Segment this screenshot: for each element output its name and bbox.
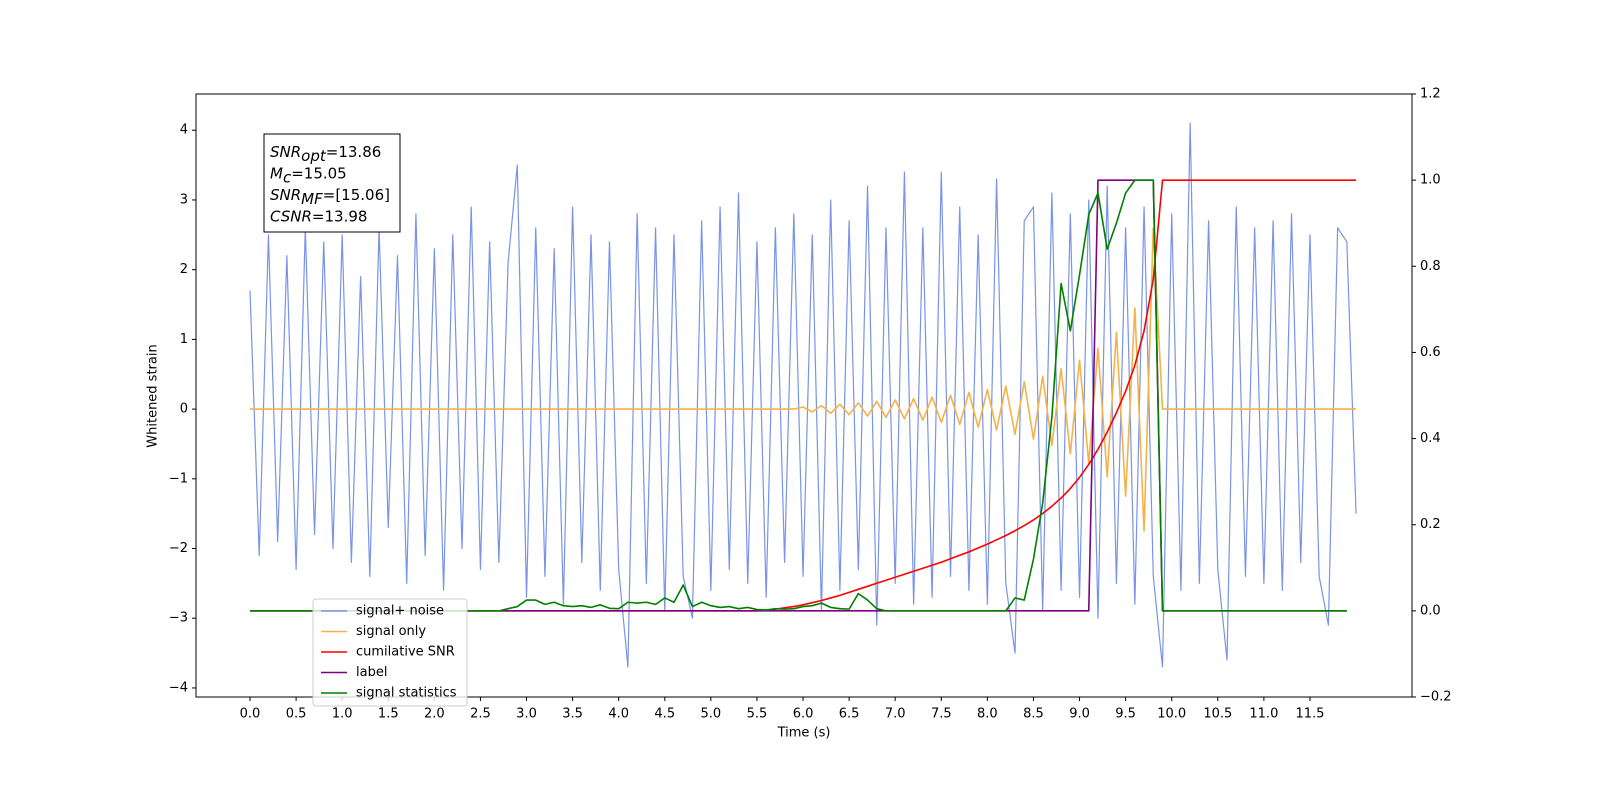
y2-tick-label: 1.2: [1420, 87, 1441, 102]
y2-tick-label: 0.2: [1420, 517, 1441, 532]
legend-label: signal statistics: [356, 686, 457, 701]
annotation-name: SNR: [270, 186, 301, 204]
y-tick-label: 4: [180, 123, 188, 138]
annotation-name: M: [270, 164, 283, 182]
x-tick-label: 3.5: [562, 707, 583, 722]
annotation-line: CSNR=13.98: [270, 207, 367, 225]
x-tick-label: 11.0: [1249, 707, 1278, 722]
legend-label: signal only: [356, 624, 426, 639]
x-tick-label: 9.0: [1069, 707, 1090, 722]
x-tick-label: 4.5: [654, 707, 675, 722]
y-axis-label: Whitened strain: [146, 344, 161, 447]
x-tick-label: 10.0: [1157, 707, 1186, 722]
y-tick-label: 2: [180, 262, 188, 277]
y2-tick-label: −0.2: [1420, 690, 1452, 705]
annotation-sub: MF: [301, 190, 323, 208]
legend-label: cumilative SNR: [356, 645, 455, 660]
x-axis-label: Time (s): [777, 726, 831, 741]
legend-label: label: [356, 665, 387, 680]
annotation-sub: opt: [301, 147, 327, 165]
annotation-text: =13.98: [312, 207, 368, 225]
y2-tick-label: 0.4: [1420, 431, 1441, 446]
series-line: [250, 227, 1357, 532]
y-tick-label: 0: [180, 402, 188, 417]
annotation-frame: [263, 133, 401, 233]
legend: signal+ noise signal only cumilative SNR la…: [312, 598, 468, 707]
y-tick-label: 1: [180, 332, 188, 347]
annotation-text: =13.86: [326, 143, 382, 161]
x-tick-label: 2.0: [424, 707, 445, 722]
x-tick-label: 10.5: [1203, 707, 1232, 722]
annotation-name: SNR: [270, 143, 301, 161]
x-tick-label: 11.5: [1295, 707, 1324, 722]
annotation-box: SNRopt=13.86Mc=15.05SNRMF=[15.06]CSNR=13…: [263, 133, 401, 233]
plot-frame: [195, 93, 1413, 698]
x-tick-label: 9.5: [1115, 707, 1136, 722]
series-line: [249, 122, 1357, 668]
x-tick-label: 7.5: [931, 707, 952, 722]
x-tick-label: 2.5: [470, 707, 491, 722]
legend-label: signal+ noise: [356, 604, 444, 619]
x-tick-label: 1.5: [378, 707, 399, 722]
x-tick-label: 5.5: [747, 707, 768, 722]
y2-tick-label: 1.0: [1420, 173, 1441, 188]
y2-tick-label: 0.8: [1420, 259, 1441, 274]
annotation-name: CSNR: [270, 207, 312, 225]
x-tick-label: 0.5: [286, 707, 307, 722]
y2-tick-label: 0.0: [1420, 603, 1441, 618]
x-tick-label: 8.5: [1023, 707, 1044, 722]
y-tick-label: 3: [180, 192, 188, 207]
x-tick-label: 5.0: [701, 707, 722, 722]
legend-frame: [312, 598, 468, 707]
annotation-line: SNRMF=[15.06]: [270, 186, 390, 208]
y2-tick-label: 0.6: [1420, 345, 1441, 360]
x-tick-label: 7.0: [885, 707, 906, 722]
x-tick-label: 3.0: [516, 707, 537, 722]
annotation-sub: c: [283, 168, 292, 186]
series-line: [250, 179, 1357, 612]
y-tick-label: −3: [169, 611, 188, 626]
annotation-text: =[15.06]: [323, 186, 390, 204]
x-tick-label: 8.0: [977, 707, 998, 722]
y-tick-label: −1: [169, 471, 188, 486]
annotation-text: =15.05: [291, 164, 347, 182]
y-tick-label: −4: [169, 680, 188, 695]
x-tick-label: 4.0: [608, 707, 629, 722]
y-tick-label: −2: [169, 541, 188, 556]
x-tick-label: 1.0: [332, 707, 353, 722]
annotation-line: SNRopt=13.86: [270, 143, 381, 165]
x-tick-label: 0.0: [240, 707, 261, 722]
annotation-line: Mc=15.05: [270, 164, 347, 186]
x-tick-label: 6.0: [793, 707, 814, 722]
x-tick-label: 6.5: [839, 707, 860, 722]
